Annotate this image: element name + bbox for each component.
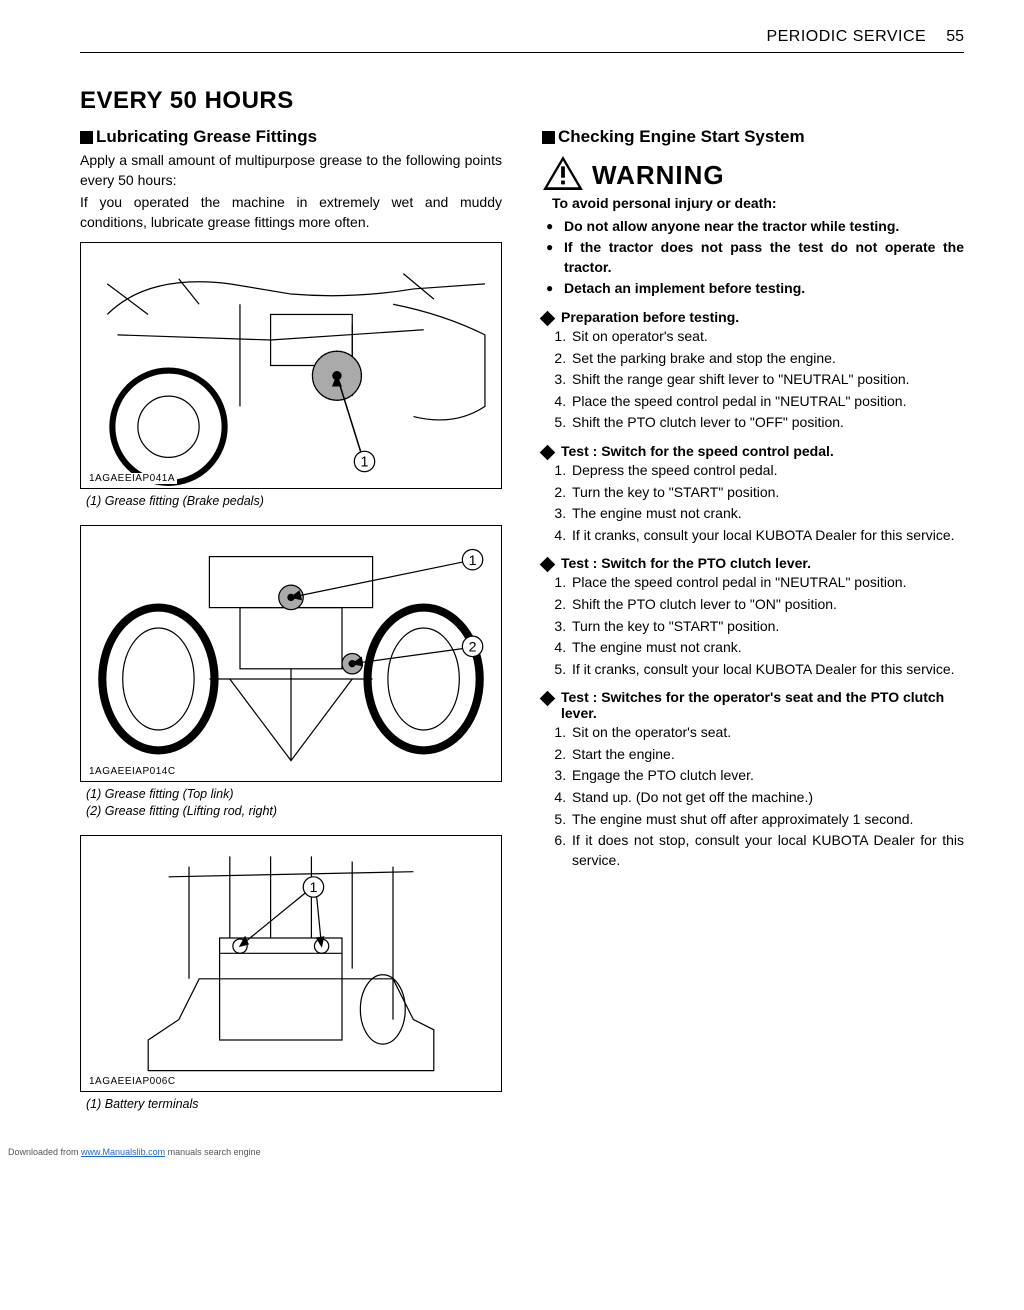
- figure-1-illustration: 1: [81, 243, 501, 488]
- figure-2-caption: (1) Grease fitting (Top link) (2) Grease…: [86, 786, 502, 821]
- figure-3-illustration: 1: [81, 836, 501, 1091]
- figure-3-code: 1AGAEEIAP006C: [87, 1076, 178, 1087]
- section-2-heading: Test : Switch for the speed control peda…: [542, 443, 964, 459]
- diamond-bullet-icon: [540, 557, 556, 573]
- main-title: EVERY 50 HOURS: [80, 87, 964, 115]
- figure-2-caption-1: (1) Grease fitting (Top link): [86, 786, 502, 804]
- square-bullet-icon: [80, 131, 93, 144]
- page-footer: Downloaded from www.Manualslib.com manua…: [0, 1143, 1024, 1161]
- figure-1-code: 1AGAEEIAP041A: [87, 473, 177, 484]
- intro-paragraph-2: If you operated the machine in extremely…: [80, 193, 502, 232]
- figure-2-code: 1AGAEEIAP014C: [87, 766, 178, 777]
- warning-intro: To avoid personal injury or death:: [552, 194, 964, 214]
- footer-link[interactable]: www.Manualslib.com: [81, 1147, 165, 1157]
- svg-text:2: 2: [469, 639, 477, 655]
- list-item: The engine must shut off after approxima…: [570, 810, 964, 830]
- svg-text:1: 1: [469, 553, 477, 569]
- list-item: Turn the key to "START" position.: [570, 617, 964, 637]
- warning-item: Detach an implement before testing.: [564, 279, 964, 299]
- list-item: Set the parking brake and stop the engin…: [570, 349, 964, 369]
- warning-triangle-icon: [542, 155, 584, 191]
- list-item: Sit on the operator's seat.: [570, 723, 964, 743]
- list-item: Stand up. (Do not get off the machine.): [570, 788, 964, 808]
- intro-paragraph-1: Apply a small amount of multipurpose gre…: [80, 151, 502, 190]
- list-item: If it cranks, consult your local KUBOTA …: [570, 526, 964, 546]
- left-heading-text: Lubricating Grease Fittings: [96, 127, 317, 147]
- svg-text:1: 1: [361, 455, 369, 471]
- section-1-list: Sit on operator's seat. Set the parking …: [542, 327, 964, 433]
- list-item: Place the speed control pedal in "NEUTRA…: [570, 573, 964, 593]
- list-item: Turn the key to "START" position.: [570, 483, 964, 503]
- diamond-bullet-icon: [540, 311, 556, 327]
- left-column: Lubricating Grease Fittings Apply a smal…: [80, 127, 502, 1127]
- list-item: If it does not stop, consult your local …: [570, 831, 964, 870]
- list-item: Sit on operator's seat.: [570, 327, 964, 347]
- figure-2: 1 2 1AGAEEIAP014C: [80, 525, 502, 782]
- right-column: Checking Engine Start System WARNING To …: [542, 127, 964, 1127]
- section-3-list: Place the speed control pedal in "NEUTRA…: [542, 573, 964, 679]
- figure-3-caption: (1) Battery terminals: [86, 1096, 502, 1114]
- list-item: Shift the PTO clutch lever to "OFF" posi…: [570, 413, 964, 433]
- right-heading-text: Checking Engine Start System: [558, 127, 805, 147]
- content-columns: Lubricating Grease Fittings Apply a smal…: [80, 127, 964, 1127]
- section-4-list: Sit on the operator's seat. Start the en…: [542, 723, 964, 870]
- warning-item: If the tractor does not pass the test do…: [564, 238, 964, 277]
- warning-header: WARNING: [542, 155, 964, 191]
- section-4-title: Test : Switches for the operator's seat …: [561, 689, 964, 721]
- warning-list: Do not allow anyone near the tractor whi…: [542, 217, 964, 299]
- list-item: Place the speed control pedal in "NEUTRA…: [570, 392, 964, 412]
- diamond-bullet-icon: [540, 691, 556, 707]
- diamond-bullet-icon: [540, 445, 556, 461]
- figure-3: 1 1AGAEEIAP006C: [80, 835, 502, 1092]
- list-item: Depress the speed control pedal.: [570, 461, 964, 481]
- list-item: Start the engine.: [570, 745, 964, 765]
- section-1-heading: Preparation before testing.: [542, 309, 964, 325]
- figure-1-caption: (1) Grease fitting (Brake pedals): [86, 493, 502, 511]
- footer-prefix: Downloaded from: [8, 1147, 81, 1157]
- section-2-list: Depress the speed control pedal. Turn th…: [542, 461, 964, 545]
- header-section: PERIODIC SERVICE: [766, 28, 926, 46]
- list-item: If it cranks, consult your local KUBOTA …: [570, 660, 964, 680]
- right-heading: Checking Engine Start System: [542, 127, 964, 147]
- warning-item: Do not allow anyone near the tractor whi…: [564, 217, 964, 237]
- list-item: The engine must not crank.: [570, 638, 964, 658]
- figure-2-illustration: 1 2: [81, 526, 501, 781]
- section-2-title: Test : Switch for the speed control peda…: [561, 443, 834, 459]
- warning-title: WARNING: [592, 160, 725, 191]
- list-item: Shift the PTO clutch lever to "ON" posit…: [570, 595, 964, 615]
- svg-text:1: 1: [309, 880, 317, 896]
- section-3-heading: Test : Switch for the PTO clutch lever.: [542, 555, 964, 571]
- footer-suffix: manuals search engine: [165, 1147, 261, 1157]
- page-header: PERIODIC SERVICE 55: [80, 28, 964, 53]
- list-item: Engage the PTO clutch lever.: [570, 766, 964, 786]
- left-heading: Lubricating Grease Fittings: [80, 127, 502, 147]
- section-3-title: Test : Switch for the PTO clutch lever.: [561, 555, 811, 571]
- list-item: Shift the range gear shift lever to "NEU…: [570, 370, 964, 390]
- section-1-title: Preparation before testing.: [561, 309, 739, 325]
- section-4-heading: Test : Switches for the operator's seat …: [542, 689, 964, 721]
- square-bullet-icon: [542, 131, 555, 144]
- figure-1: 1 1AGAEEIAP041A: [80, 242, 502, 489]
- manual-page: PERIODIC SERVICE 55 EVERY 50 HOURS Lubri…: [0, 0, 1024, 1143]
- header-page-number: 55: [946, 28, 964, 46]
- figure-2-caption-2: (2) Grease fitting (Lifting rod, right): [86, 803, 502, 821]
- list-item: The engine must not crank.: [570, 504, 964, 524]
